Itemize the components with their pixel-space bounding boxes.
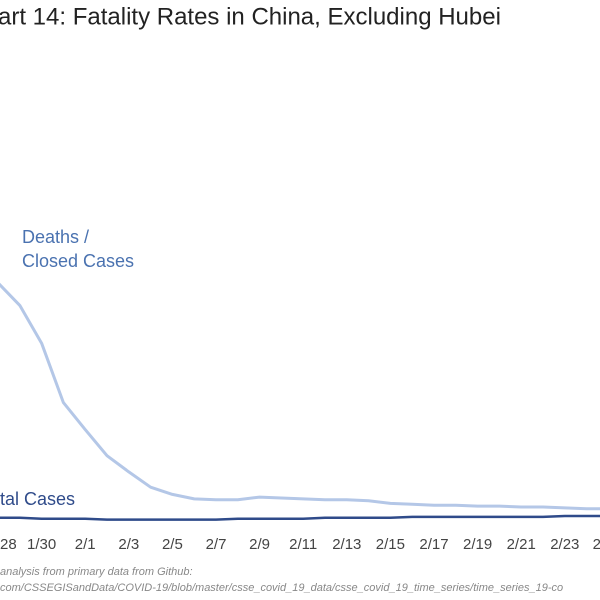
x-tick-label: 2/5 — [162, 536, 183, 553]
x-tick-label: 2/21 — [507, 536, 536, 553]
x-tick-label: 2/3 — [118, 536, 139, 553]
series-label: tal Cases — [0, 489, 75, 509]
series-label: Closed Cases — [22, 251, 134, 271]
x-tick-label: 1/30 — [27, 536, 56, 553]
x-tick-label: 2/9 — [249, 536, 270, 553]
x-tick-label: 2/13 — [332, 536, 361, 553]
series-line — [0, 282, 600, 511]
x-tick-label: 2/7 — [206, 536, 227, 553]
source-note: analysis from primary data from Github: — [0, 566, 193, 578]
series-line — [0, 514, 600, 521]
x-tick-label: 2/11 — [289, 536, 317, 553]
source-note: com/CSSEGISandData/COVID-19/blob/master/… — [0, 582, 563, 594]
x-tick-label: 2/1 — [75, 536, 96, 553]
x-tick-label: 28 — [0, 536, 17, 553]
series-label: Deaths / — [22, 227, 89, 247]
chart-title: art 14: Fatality Rates in China, Excludi… — [0, 3, 501, 30]
x-tick-label: 2 — [593, 536, 600, 553]
x-tick-label: 2/17 — [419, 536, 448, 553]
x-tick-label: 2/19 — [463, 536, 492, 553]
x-tick-label: 2/23 — [550, 536, 579, 553]
x-tick-label: 2/15 — [376, 536, 405, 553]
